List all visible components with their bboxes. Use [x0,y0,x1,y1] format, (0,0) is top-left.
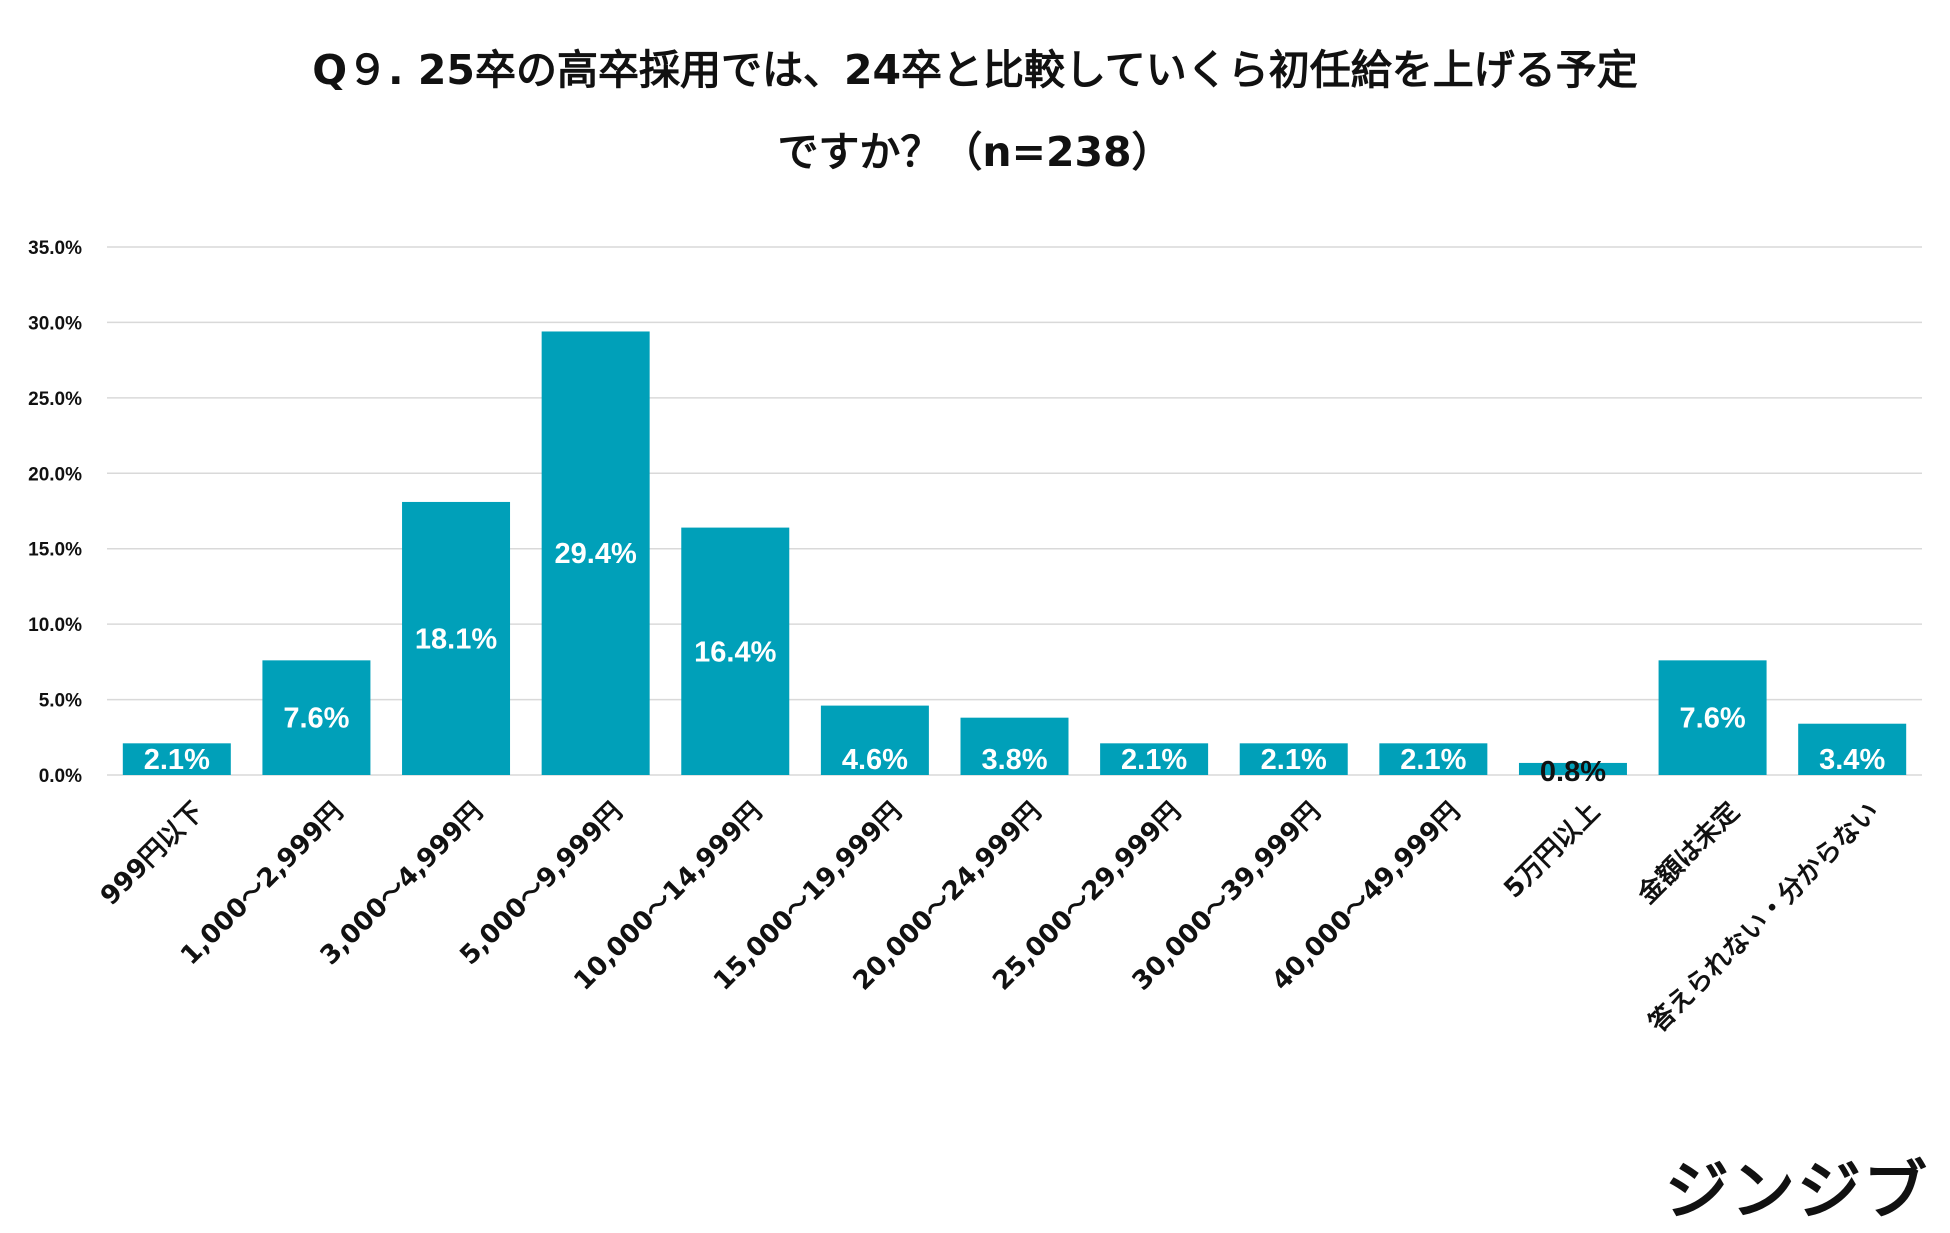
data-label: 2.1% [1400,744,1466,776]
y-tick-label: 35.0% [28,238,82,259]
data-label: 3.8% [981,744,1047,776]
data-label: 7.6% [1680,703,1746,735]
bar [960,717,1069,775]
x-tick-label: 金額は未定 [1631,796,1746,911]
data-label: 4.6% [842,744,908,776]
bar [1658,660,1767,775]
y-tick-label: 10.0% [28,615,82,636]
x-tick-label: 答えられない・分からない [1643,796,1886,1039]
data-label: 2.1% [144,744,210,776]
bar [1798,723,1907,775]
y-tick-label: 25.0% [28,389,82,410]
bar [820,705,929,775]
data-label: 7.6% [283,703,349,735]
data-label: 2.1% [1121,744,1187,776]
data-label: 3.4% [1819,744,1885,776]
data-label: 2.1% [1261,744,1327,776]
y-tick-label: 30.0% [28,313,82,334]
chart-title-line-1: Q９. 25卒の高卒採用では、24卒と比較していくら初任給を上げる予定 [312,46,1638,94]
bars [122,331,1907,775]
x-tick-label: 5万円以上 [1498,797,1606,905]
data-label: 29.4% [555,538,637,570]
data-label: 0.8% [1540,756,1606,788]
bar [1239,743,1348,775]
data-label: 16.4% [694,636,776,668]
gridlines [107,246,1922,776]
bar [541,331,650,775]
jinjib-logo: ジンジブ [1665,1155,1929,1229]
bar [1518,762,1627,775]
data-label: 18.1% [415,623,497,655]
y-tick-label: 20.0% [28,464,82,485]
y-axis-ticks: 0.0% 5.0% 10.0% 15.0% 20.0% 25.0% 30.0% 35.0% [28,238,82,787]
bar [1379,743,1488,775]
bar [122,743,231,775]
y-tick-label: 0.0% [39,766,82,787]
x-tick-label: 999円以下 [95,797,210,912]
bar [1100,743,1209,775]
bar [681,527,790,775]
x-axis-ticks: 999円以下1,000〜2,999円3,000〜4,999円5,000〜9,99… [95,796,1885,1039]
bar [262,660,371,775]
y-tick-label: 5.0% [39,691,82,712]
chart-title-line-2: ですか？（n=238） [777,128,1173,176]
data-labels: 2.1% 7.6% 18.1% 29.4% 16.4% 4.6% 3.8% 2.1% 2.1% 2… [144,538,1886,788]
bar [402,501,511,775]
y-tick-label: 15.0% [28,540,82,561]
